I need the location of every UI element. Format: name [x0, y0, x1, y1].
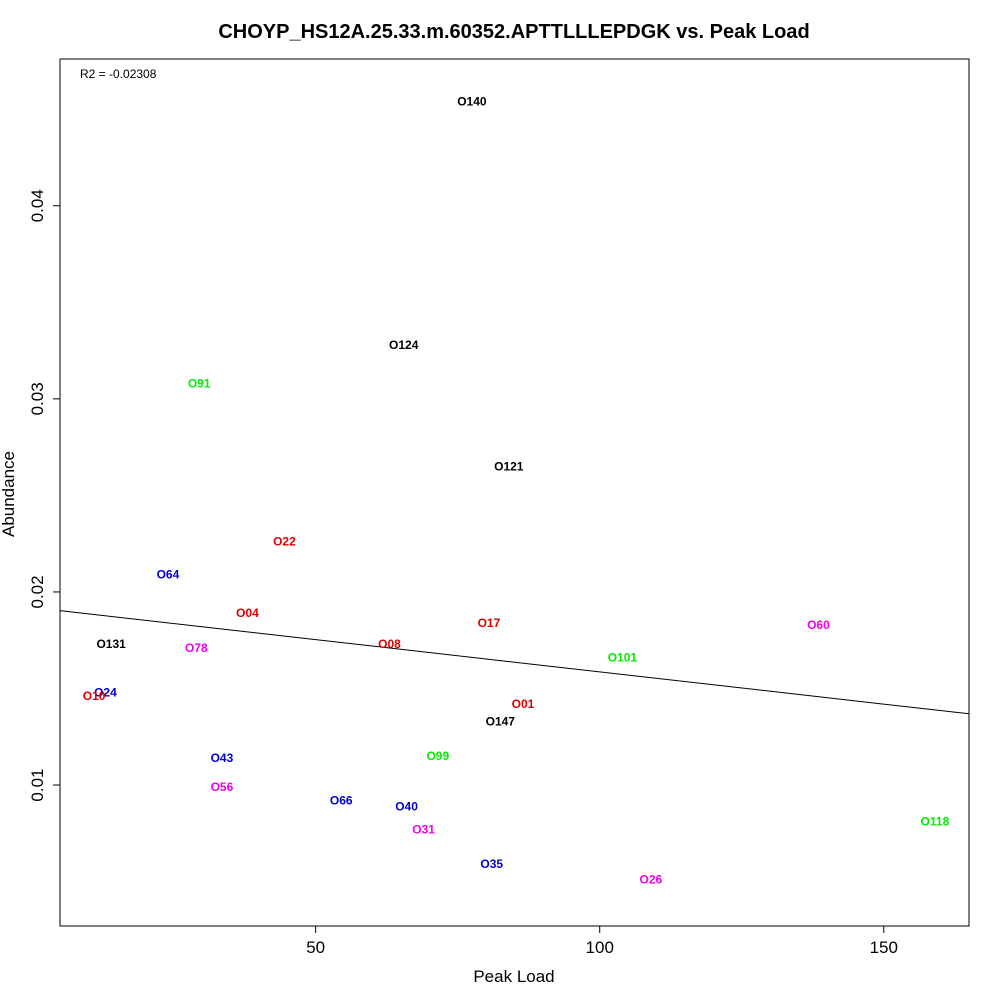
point-label-o43: O43 — [211, 751, 234, 765]
point-label-o121: O121 — [494, 459, 524, 473]
point-label-o131: O131 — [96, 637, 126, 651]
point-label-o56: O56 — [211, 780, 234, 794]
x-axis-label: Peak Load — [473, 967, 554, 986]
regression-line-group — [59, 610, 970, 715]
plot-frame — [59, 58, 970, 927]
y-tick-label: 0.04 — [28, 189, 47, 222]
point-label-o04: O04 — [236, 606, 259, 620]
point-label-o24: O24 — [94, 685, 117, 699]
point-label-o01: O01 — [512, 697, 535, 711]
point-label-o08: O08 — [378, 637, 401, 651]
y-tick-label: 0.02 — [28, 575, 47, 608]
y-tick-label: 0.01 — [28, 768, 47, 801]
point-label-o31: O31 — [412, 822, 435, 836]
point-label-o140: O140 — [457, 94, 487, 108]
point-label-o17: O17 — [478, 616, 501, 630]
y-tick-label: 0.03 — [28, 382, 47, 415]
y-axis-label: Abundance — [0, 451, 18, 537]
point-label-o26: O26 — [640, 873, 663, 887]
regression-line — [59, 610, 970, 715]
x-tick-label: 100 — [586, 938, 614, 957]
r-squared-annotation: R2 = -0.02308 — [80, 67, 157, 81]
chart-title: CHOYP_HS12A.25.33.m.60352.APTTLLLEPDGK v… — [218, 21, 809, 43]
y-axis: 0.01 0.02 0.03 0.04 — [28, 189, 60, 802]
point-label-o78: O78 — [185, 641, 208, 655]
x-tick-label: 150 — [870, 938, 898, 957]
point-label-o124: O124 — [389, 338, 419, 352]
point-label-o40: O40 — [395, 799, 418, 813]
point-label-o35: O35 — [480, 857, 503, 871]
point-label-o91: O91 — [188, 376, 211, 390]
point-label-o147: O147 — [486, 714, 516, 728]
point-label-o118: O118 — [921, 815, 950, 829]
point-label-o101: O101 — [608, 651, 638, 665]
data-points: O140 O124 O91 O121 O22 O64 O04 O17 O60 O131 O08 O78… — [83, 94, 950, 886]
x-axis: 50 100 150 — [306, 926, 898, 957]
point-label-o22: O22 — [273, 535, 296, 549]
point-label-o99: O99 — [426, 749, 449, 763]
point-label-o10: O10 — [83, 689, 106, 703]
point-label-o64: O64 — [157, 568, 180, 582]
point-label-o66: O66 — [330, 793, 353, 807]
x-tick-label: 50 — [306, 938, 325, 957]
point-label-o60: O60 — [807, 618, 830, 632]
